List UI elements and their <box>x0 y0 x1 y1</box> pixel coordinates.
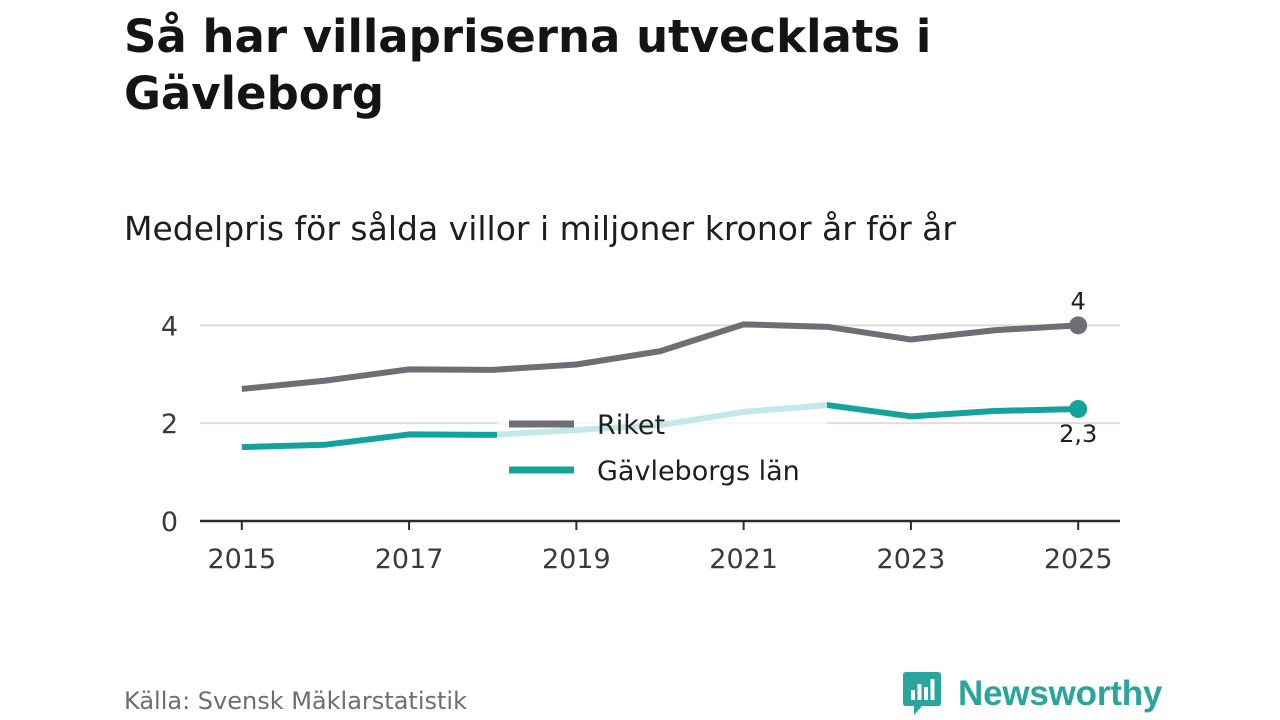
y-tick-label: 4 <box>161 311 178 342</box>
data-point <box>490 367 496 373</box>
data-point <box>657 348 663 354</box>
chart-title: Så har villapriserna utvecklats i Gävleb… <box>124 10 932 120</box>
legend-label: Riket <box>597 410 665 441</box>
y-tick-label: 0 <box>161 507 178 538</box>
series-end-point <box>1069 399 1088 418</box>
data-point <box>908 413 914 419</box>
series-line <box>241 321 1079 392</box>
brand-name: Newsworthy <box>958 674 1163 713</box>
line-chart: 0 2 4 2015 2017 2019 2021 2023 2025 Riket Gävlebo… <box>161 287 1120 575</box>
newsworthy-chart-icon <box>903 672 941 715</box>
legend-label: Gävleborgs län <box>597 456 800 487</box>
data-point <box>992 327 998 333</box>
chart-subtitle: Medelpris för sålda villor i miljoner kr… <box>124 209 956 248</box>
data-point <box>573 361 579 367</box>
data-point <box>741 321 747 327</box>
data-point <box>992 408 998 414</box>
x-tick-label: 2019 <box>542 544 611 575</box>
data-point <box>824 324 830 330</box>
data-point <box>490 432 496 438</box>
legend-background <box>497 400 827 494</box>
end-value-label: 2,3 <box>1059 420 1097 448</box>
data-point <box>406 431 412 437</box>
x-tick-label: 2023 <box>877 544 946 575</box>
data-point <box>322 378 328 384</box>
x-tick-label: 2021 <box>709 544 778 575</box>
data-point <box>322 442 328 448</box>
y-tick-label: 2 <box>161 409 178 440</box>
data-point <box>239 386 245 392</box>
x-tick-label: 2017 <box>375 544 444 575</box>
end-value-label: 4 <box>1071 287 1086 315</box>
data-point <box>406 366 412 372</box>
data-point <box>908 337 914 343</box>
newsworthy-logo: Newsworthy <box>902 670 1162 718</box>
x-tick-label: 2025 <box>1044 544 1113 575</box>
source-note: Källa: Svensk Mäklarstatistik <box>124 687 467 715</box>
series-end-point <box>1069 316 1088 335</box>
x-tick-label: 2015 <box>207 544 276 575</box>
data-point <box>239 444 245 450</box>
